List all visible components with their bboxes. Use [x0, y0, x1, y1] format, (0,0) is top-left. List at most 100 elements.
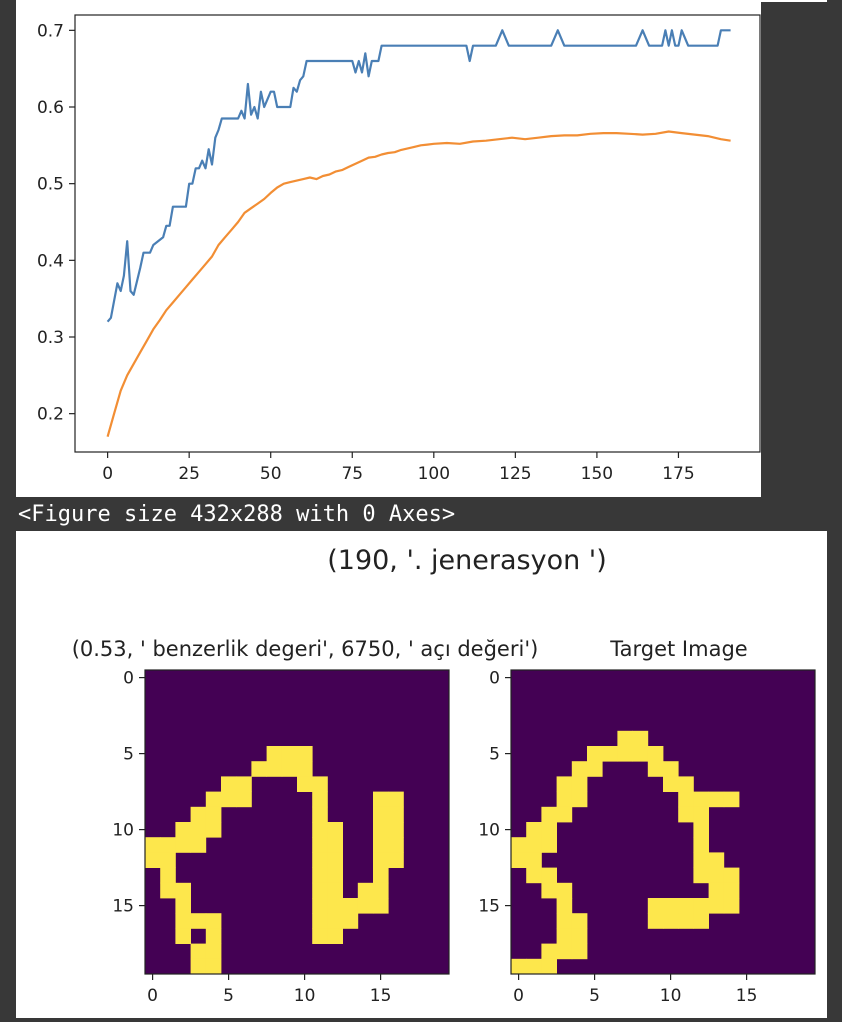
x-tick-label: 15 [370, 986, 392, 1006]
y-tick-label: 0.3 [37, 328, 64, 348]
heatmap-cell [175, 882, 191, 899]
heatmap-cell [388, 837, 404, 853]
heatmap-cell [236, 791, 252, 808]
heatmap-cell [327, 867, 343, 884]
y-tick-label: 0.6 [37, 98, 64, 118]
heatmap-cell [647, 913, 664, 929]
heatmap-cell [571, 791, 588, 808]
heatmap-cell [587, 746, 603, 762]
heatmap-cell [723, 867, 740, 884]
heatmap-cell [327, 852, 343, 868]
heatmap-cell [160, 837, 176, 853]
heatmap-cell [556, 806, 573, 823]
heatmap-cell [160, 867, 176, 884]
heatmap-cell [708, 882, 725, 899]
y-tick-label: 0.2 [37, 405, 64, 425]
y-tick-label: 10 [112, 821, 134, 841]
heatmap-cell [663, 898, 679, 914]
heatmap-cell [205, 943, 222, 960]
y-tick-label: 10 [478, 821, 500, 841]
heatmap-cell [312, 928, 328, 944]
heatmap-title: (0.53, ' benzerlik degeri', 6750, ' açı … [72, 637, 539, 661]
heatmap-cell [526, 822, 542, 838]
heatmap-cell [556, 913, 573, 929]
heatmap-cell [571, 776, 588, 792]
heatmap-cell [297, 746, 313, 762]
x-tick-label: 5 [589, 986, 600, 1006]
heatmap-cell [221, 776, 237, 792]
heatmap-cell [266, 761, 283, 777]
heatmap-cell [617, 746, 633, 762]
heatmap-cell [708, 867, 725, 884]
y-tick-label: 15 [478, 897, 500, 917]
heatmap-cell [312, 837, 328, 853]
heatmap-cell [205, 791, 222, 808]
heatmap-cell [556, 776, 573, 792]
x-tick-label: 15 [736, 986, 758, 1006]
y-tick-label: 0 [489, 669, 500, 689]
heatmap-cell [632, 746, 649, 762]
heatmap-cell [221, 791, 237, 808]
heatmap-cell [678, 791, 694, 808]
heatmap-cell [373, 852, 389, 868]
heatmap-cell [556, 898, 573, 914]
heatmap-cell [190, 806, 207, 823]
line-chart-panel: 0 25 50 75 100 125 150 175 0.2 0.3 0.4 0.5 0.6 0.7 [16, 0, 761, 497]
heatmap-cell [556, 943, 573, 960]
heatmap-cell [312, 898, 328, 914]
figure-size-output: <Figure size 432x288 with 0 Axes> [18, 502, 456, 527]
heatmap-cell [312, 776, 328, 792]
heatmap-cell [723, 791, 740, 808]
line-y-ticks: 0.2 0.3 0.4 0.5 0.6 0.7 [37, 21, 75, 425]
heatmap-cell [541, 837, 557, 853]
heatmap-cell [663, 913, 679, 929]
heatmap-cell [571, 761, 588, 777]
heatmap-cell [693, 867, 709, 884]
heatmap-cell [526, 867, 542, 884]
heatmap-figure-svg: (190, '. jenerasyon ') (0.53, ' benzerli… [72, 545, 816, 1006]
x-tick-label: 50 [260, 464, 282, 484]
line-series-group [106, 29, 731, 437]
heatmap-frame [144, 669, 450, 975]
heatmap-cell [145, 837, 161, 853]
heatmap-cell [373, 791, 389, 808]
heatmap-cell [388, 852, 404, 868]
heatmap-cell [693, 852, 709, 868]
heatmap-cell [281, 746, 298, 762]
heatmap-cell [160, 852, 176, 868]
heatmap-cell [175, 837, 191, 853]
heatmap-cell [312, 822, 328, 838]
heatmap-cell [266, 746, 283, 762]
heatmap-cell [617, 730, 633, 747]
heatmap-cell [708, 852, 725, 868]
heatmap-cell [556, 791, 573, 808]
heatmap-cell [312, 867, 328, 884]
heatmap-cell [205, 928, 222, 944]
heatmap-cell [175, 928, 191, 944]
heatmap-figure-panel: (190, '. jenerasyon ') (0.53, ' benzerli… [16, 531, 827, 1018]
heatmap-cell [541, 882, 557, 899]
heatmap-cell [678, 913, 694, 929]
y-tick-label: 0.5 [37, 175, 64, 195]
output-panel-edge [761, 0, 827, 2]
heatmap-cell [312, 882, 328, 899]
y-tick-label: 15 [112, 897, 134, 917]
heatmap-cell [205, 958, 222, 975]
heatmap-cell [511, 837, 527, 853]
heatmap-cell [526, 852, 542, 868]
line-chart-svg: 0 25 50 75 100 125 150 175 0.2 0.3 0.4 0.5 0.6 0.7 [37, 14, 761, 484]
heatmap-cell [511, 852, 527, 868]
heatmap-frame [510, 669, 816, 975]
heatmap-cell [541, 958, 557, 975]
heatmap-cell [526, 958, 542, 975]
y-tick-label: 5 [123, 745, 134, 765]
heatmap-cell [541, 822, 557, 838]
heatmap-title: Target Image [609, 637, 747, 661]
heatmap-cell [327, 837, 343, 853]
heatmap-cell [556, 882, 573, 899]
heatmap-panel-1: (0.53, ' benzerlik degeri', 6750, ' açı … [72, 637, 539, 1006]
heatmap-cell [312, 852, 328, 868]
x-tick-label: 25 [178, 464, 200, 484]
heatmap-cell [327, 913, 343, 929]
heatmap-cell [327, 928, 343, 944]
